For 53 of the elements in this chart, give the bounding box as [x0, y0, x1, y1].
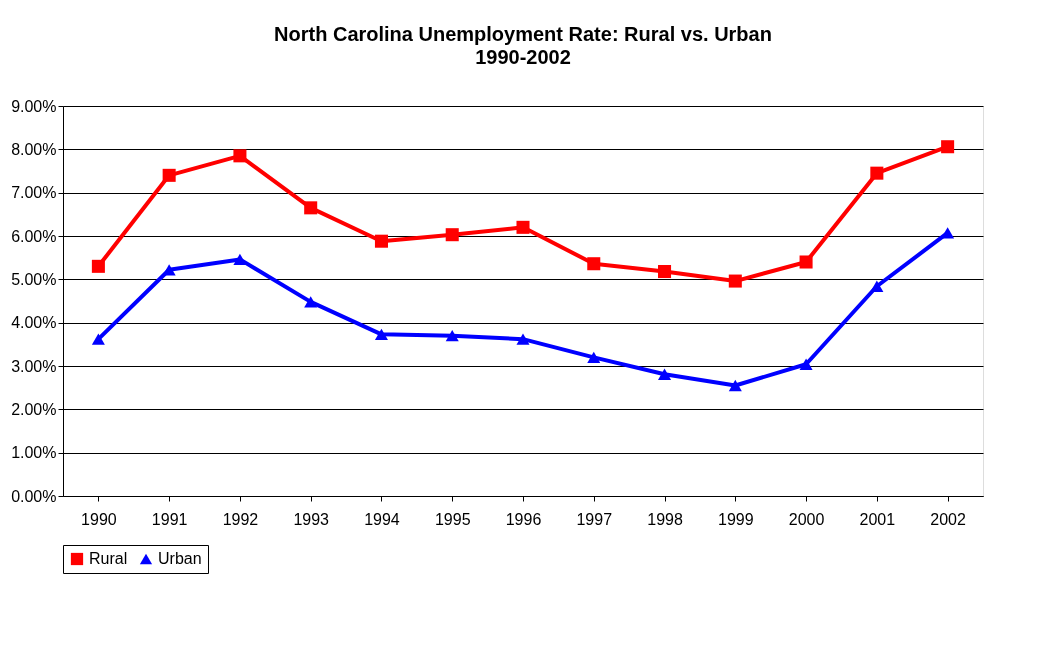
point	[374, 328, 388, 341]
chart-title: North Carolina Unemployment Rate: Rural vs. Urban	[274, 23, 772, 45]
point	[516, 333, 530, 345]
legend-label: Urban	[158, 550, 202, 567]
point	[941, 140, 955, 154]
chart-subtitle: 1990-2002	[475, 46, 571, 68]
x-tick-label: 1999	[718, 510, 754, 528]
point	[870, 166, 884, 180]
legend-label: Rural	[89, 550, 128, 567]
y-tick-label: 8.00%	[11, 140, 57, 158]
y-tick-label: 1.00%	[11, 444, 57, 462]
point	[587, 257, 601, 271]
point	[516, 220, 530, 234]
point	[658, 368, 672, 380]
point	[162, 264, 176, 276]
point	[91, 333, 105, 345]
point	[445, 330, 459, 342]
x-tick-label: 2001	[859, 510, 896, 528]
x-tick-label: 1994	[364, 510, 400, 528]
x-tick-label: 1996	[505, 510, 542, 528]
point	[304, 201, 318, 215]
point	[445, 228, 459, 242]
point	[941, 227, 955, 239]
point	[233, 253, 247, 266]
y-tick-label: 0.00%	[11, 487, 57, 505]
point	[162, 168, 176, 182]
x-tick-label: 1992	[222, 510, 259, 528]
point	[870, 280, 884, 292]
y-tick-label: 3.00%	[11, 357, 57, 375]
x-tick-label: 2002	[930, 510, 967, 528]
x-tick-label: 1993	[293, 510, 330, 528]
x-tick-label: 1998	[647, 510, 683, 528]
x-tick-label: 1995	[434, 510, 471, 528]
point	[374, 234, 388, 248]
x-tick-label: 1991	[151, 510, 188, 528]
x-tick-label: 1997	[576, 510, 613, 528]
point	[728, 274, 742, 288]
point	[728, 379, 742, 392]
point	[658, 265, 672, 279]
y-tick-label: 4.00%	[11, 314, 57, 332]
point	[304, 296, 318, 308]
y-tick-label: 2.00%	[11, 400, 57, 418]
x-tick-label: 1990	[81, 510, 117, 528]
point	[587, 351, 601, 363]
y-tick-label: 7.00%	[11, 184, 57, 202]
point	[799, 358, 813, 370]
y-tick-label: 6.00%	[11, 227, 57, 245]
y-tick-label: 9.00%	[11, 97, 57, 115]
point	[233, 149, 247, 163]
point	[799, 255, 813, 269]
y-tick-label: 5.00%	[11, 270, 57, 288]
point	[91, 259, 105, 273]
x-tick-label: 2000	[788, 510, 825, 528]
